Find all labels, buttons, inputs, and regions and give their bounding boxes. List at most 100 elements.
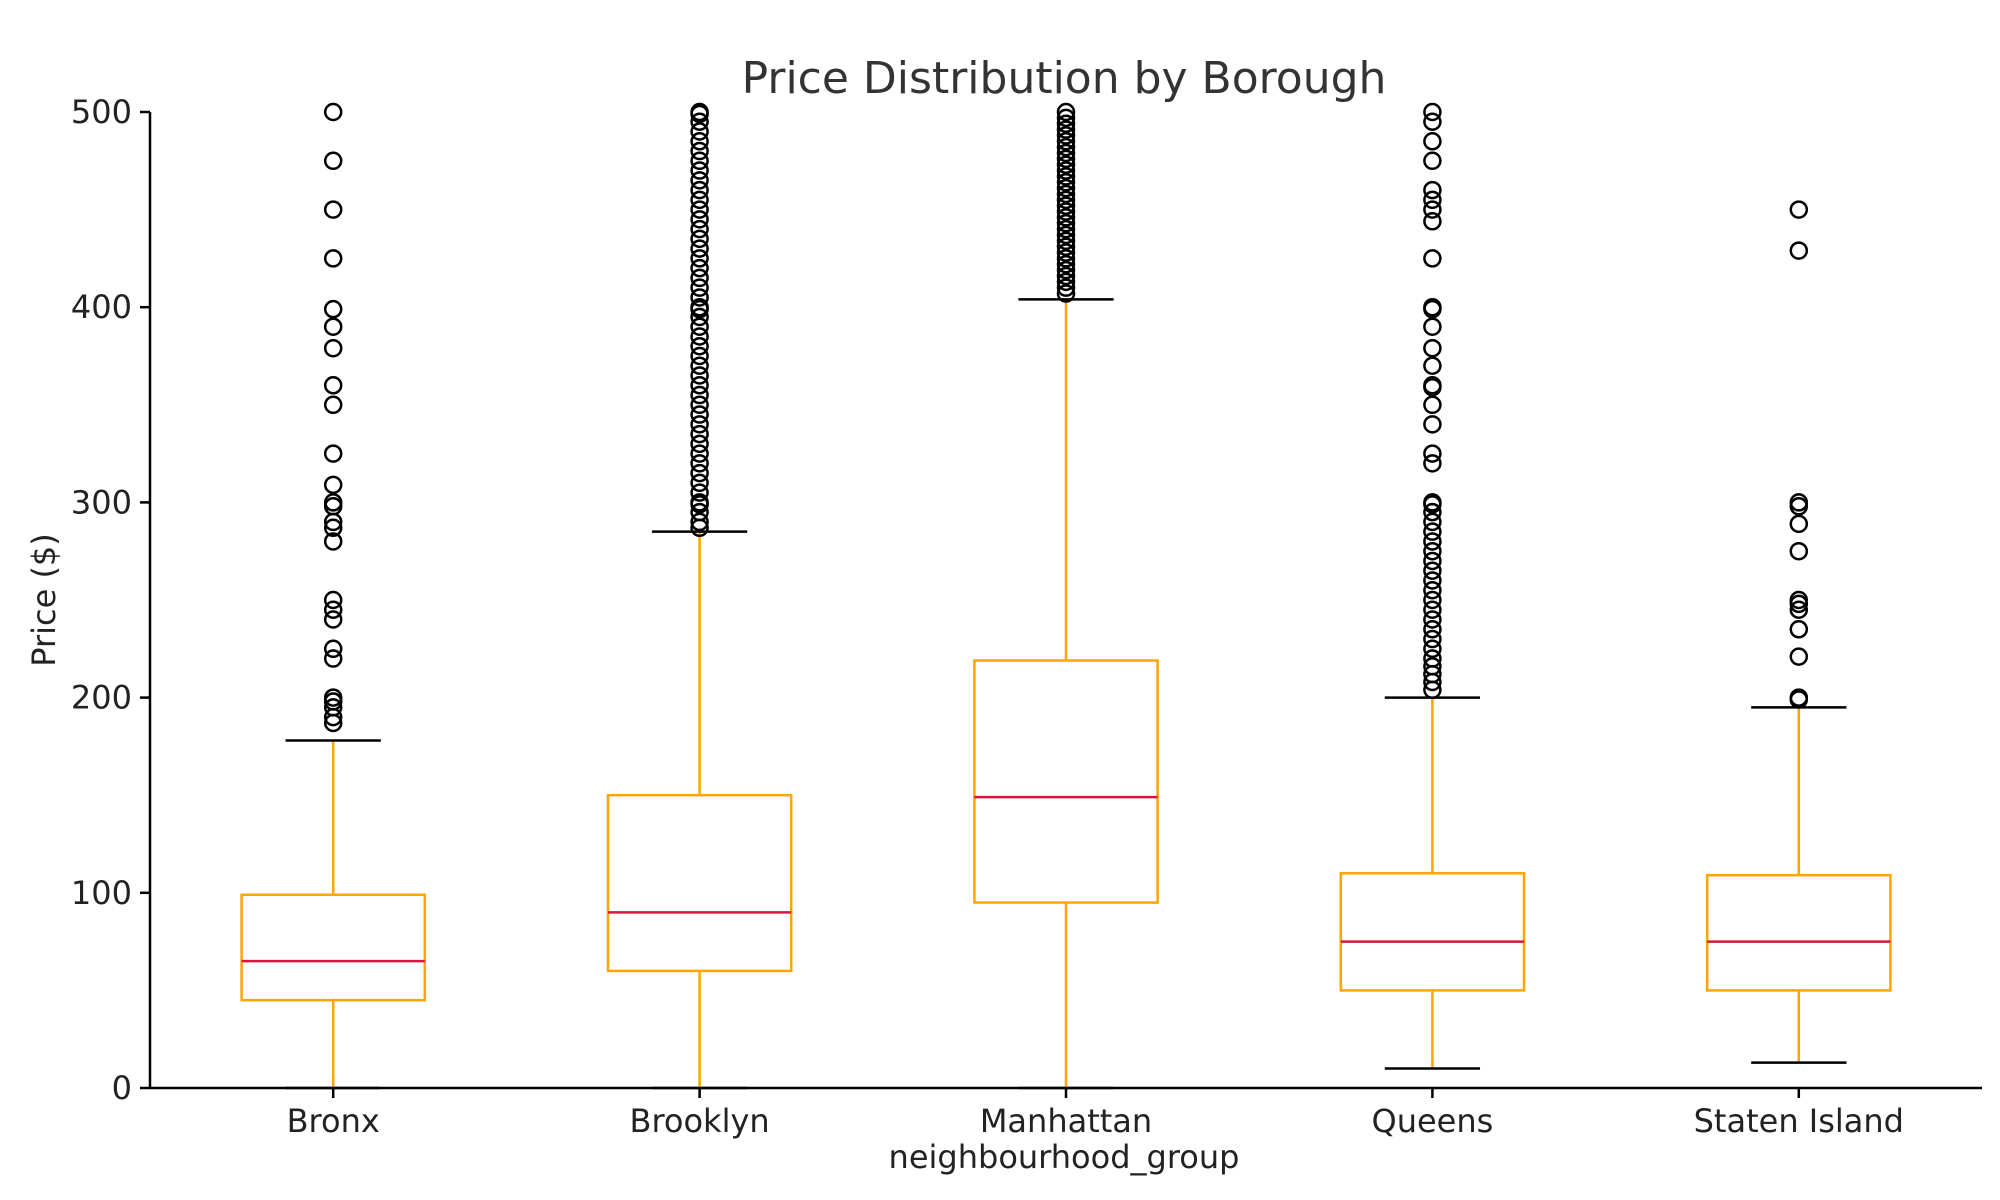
outlier-point bbox=[690, 307, 709, 327]
outlier-point bbox=[1423, 649, 1442, 668]
outlier-point bbox=[1056, 143, 1076, 163]
outlier-point bbox=[1056, 219, 1076, 239]
outlier-point bbox=[1056, 132, 1076, 151]
outlier-point bbox=[1789, 600, 1809, 620]
outlier-point bbox=[1056, 178, 1076, 198]
y-tick-label: 200 bbox=[71, 679, 132, 717]
outlier-point bbox=[1056, 190, 1076, 210]
outlier-point bbox=[690, 405, 709, 424]
box-group bbox=[606, 102, 793, 1090]
outlier-point bbox=[1423, 629, 1442, 649]
y-tick-label: 500 bbox=[71, 93, 132, 131]
outlier-point bbox=[1789, 590, 1809, 610]
outlier-point bbox=[690, 278, 709, 297]
outlier-point bbox=[1056, 237, 1076, 256]
outlier-point bbox=[1056, 126, 1076, 145]
outlier-point bbox=[690, 268, 709, 288]
outlier-point bbox=[1056, 196, 1076, 215]
outlier-point bbox=[1423, 610, 1442, 629]
x-tick-label: Queens bbox=[1372, 1102, 1494, 1140]
outlier-point bbox=[1056, 225, 1076, 245]
outlier-point bbox=[1423, 395, 1442, 415]
outlier-point bbox=[690, 336, 709, 356]
outlier-point bbox=[323, 475, 343, 495]
chart-title: Price Distribution by Borough bbox=[742, 53, 1387, 104]
outlier-point bbox=[690, 122, 709, 141]
plot-area bbox=[240, 102, 1892, 1090]
outlier-point bbox=[1423, 249, 1442, 268]
outlier-point bbox=[1056, 208, 1076, 227]
outlier-point bbox=[1423, 571, 1442, 590]
outlier-point bbox=[1056, 266, 1076, 286]
outlier-point bbox=[1056, 155, 1076, 174]
outlier-point bbox=[1423, 532, 1442, 551]
outlier-point bbox=[690, 415, 709, 434]
outlier-point bbox=[690, 258, 709, 278]
outlier-point bbox=[323, 299, 343, 319]
outlier-point bbox=[323, 518, 343, 538]
outlier-point bbox=[323, 610, 343, 629]
outlier-point bbox=[323, 376, 343, 395]
outlier-point bbox=[690, 151, 709, 171]
outlier-point bbox=[690, 132, 709, 151]
box-group bbox=[1705, 200, 1892, 1064]
outlier-point bbox=[1056, 272, 1076, 292]
outlier-point bbox=[690, 483, 709, 502]
outlier-point bbox=[1423, 493, 1442, 512]
outlier-point bbox=[1423, 551, 1442, 571]
outlier-point bbox=[690, 366, 709, 385]
box-group bbox=[1339, 102, 1526, 1070]
outlier-point bbox=[690, 385, 709, 405]
outlier-point bbox=[1423, 590, 1442, 610]
outlier-point bbox=[690, 346, 709, 366]
outlier-point bbox=[1789, 241, 1809, 260]
outlier-point bbox=[1423, 600, 1442, 620]
iqr-box bbox=[606, 793, 793, 973]
outlier-point bbox=[323, 249, 343, 268]
outlier-point bbox=[690, 210, 709, 229]
outlier-point bbox=[690, 219, 709, 239]
outlier-point bbox=[323, 200, 343, 219]
outlier-point bbox=[1423, 132, 1442, 151]
box-group bbox=[240, 102, 427, 1090]
outlier-point bbox=[1056, 161, 1076, 180]
outlier-point bbox=[690, 112, 709, 132]
outlier-point bbox=[690, 473, 709, 493]
outlier-point bbox=[690, 356, 709, 376]
outlier-point bbox=[1423, 356, 1442, 376]
outlier-point bbox=[323, 649, 343, 668]
x-axis-label: neighbourhood_group bbox=[889, 1138, 1240, 1176]
outlier-point bbox=[690, 444, 709, 463]
x-tick-label: Manhattan bbox=[980, 1102, 1152, 1140]
outlier-point bbox=[690, 288, 709, 307]
outlier-point bbox=[1423, 561, 1442, 580]
outlier-point bbox=[690, 463, 709, 483]
x-tick-label: Staten Island bbox=[1694, 1102, 1904, 1140]
outlier-point bbox=[690, 327, 709, 346]
outlier-point bbox=[1056, 120, 1076, 139]
outlier-point bbox=[1423, 338, 1442, 358]
outlier-point bbox=[1423, 317, 1442, 336]
outlier-point bbox=[1423, 212, 1442, 231]
outlier-point bbox=[690, 141, 709, 161]
outlier-point bbox=[690, 102, 709, 122]
outlier-point bbox=[1423, 541, 1442, 561]
outlier-point bbox=[1423, 522, 1442, 541]
y-axis-label: Price ($) bbox=[25, 533, 63, 667]
outlier-point bbox=[1423, 444, 1442, 463]
outlier-point bbox=[1056, 243, 1076, 262]
outlier-point bbox=[1056, 114, 1076, 133]
outlier-point bbox=[1056, 167, 1076, 186]
outlier-point bbox=[1789, 647, 1809, 666]
outlier-point bbox=[690, 180, 709, 200]
outlier-point bbox=[1423, 620, 1442, 639]
outlier-point bbox=[323, 102, 343, 122]
outlier-point bbox=[1056, 173, 1076, 192]
outlier-point bbox=[690, 161, 709, 180]
outlier-point bbox=[690, 512, 709, 532]
outlier-point bbox=[323, 317, 343, 336]
outlier-point bbox=[323, 590, 343, 610]
outlier-point bbox=[1056, 278, 1076, 297]
outlier-point bbox=[323, 532, 343, 551]
